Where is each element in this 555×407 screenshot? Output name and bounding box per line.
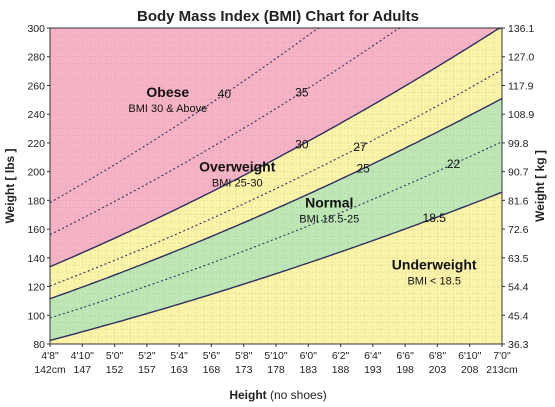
x-tick-label-cm: 198 — [396, 364, 414, 376]
y-tick-label-lbs: 80 — [33, 339, 45, 351]
y-tick-label-kg: 127.0 — [508, 52, 534, 64]
bmi-curve-18.5 — [49, 191, 503, 342]
x-tick-label-ft: 4'8" — [41, 350, 59, 362]
curve-labels: 18.5 22 25 27 30 35 40 — [218, 85, 461, 225]
x-tick-label-cm: 193 — [364, 364, 382, 376]
bmi-curve-30 — [49, 27, 503, 268]
bmi-label-27: 27 — [353, 140, 367, 154]
x-tick-label-ft: 4'10" — [71, 350, 95, 362]
y-tick-label-lbs: 160 — [27, 224, 45, 236]
x-tick-label-ft: 5'0" — [106, 350, 124, 362]
region-obese-fill — [50, 28, 502, 267]
y-tick-label-lbs: 220 — [27, 138, 45, 150]
y-tick-label-kg: 117.9 — [508, 80, 534, 92]
x-tick-label-cm: 178 — [267, 364, 285, 376]
x-axis-label: Height (no shoes) — [229, 388, 326, 402]
x-tick-label-ft: 5'10" — [264, 350, 288, 362]
region-obese-name: Obese — [146, 84, 189, 100]
bmi-label-30: 30 — [295, 138, 309, 152]
x-tick-label-cm: 213cm — [486, 364, 518, 376]
x-axis-label-main: Height — [229, 388, 266, 402]
y-axis-left-label: Weight [ lbs ] — [3, 148, 17, 223]
x-tick-label-cm: 183 — [300, 364, 318, 376]
x-tick-label-ft: 6'6" — [396, 350, 414, 362]
y-tick-label-kg: 36.3 — [508, 339, 529, 351]
y-tick-label-lbs: 300 — [27, 23, 45, 35]
y-tick-label-kg: 90.7 — [508, 167, 529, 179]
x-tick-label-cm: 142cm — [34, 364, 66, 376]
x-tick-label-ft: 6'2" — [332, 350, 350, 362]
y-tick-label-lbs: 260 — [27, 80, 45, 92]
bmi-label-35: 35 — [295, 85, 309, 99]
y-tick-label-kg: 81.6 — [508, 195, 529, 207]
bmi-curve-25 — [49, 97, 503, 300]
x-tick-label-ft: 5'4" — [170, 350, 188, 362]
bmi-label-40: 40 — [218, 87, 232, 101]
x-tick-label-cm: 168 — [203, 364, 221, 376]
y-tick-label-kg: 45.4 — [508, 310, 529, 322]
bmi-label-18.5: 18.5 — [423, 211, 447, 225]
x-tick-label-ft: 6'4" — [364, 350, 382, 362]
x-axis-label-note: (no shoes) — [267, 388, 327, 402]
y-tick-label-kg: 136.1 — [508, 23, 534, 35]
y-tick-label-lbs: 280 — [27, 52, 45, 64]
x-tick-label-ft: 5'2" — [138, 350, 156, 362]
y-tick-label-kg: 63.5 — [508, 253, 529, 265]
y-tick-label-lbs: 240 — [27, 109, 45, 121]
y-tick-label-lbs: 120 — [27, 282, 45, 294]
region-underweight-name: Underweight — [392, 256, 477, 272]
x-tick-label-cm: 203 — [429, 364, 447, 376]
y-tick-label-lbs: 100 — [27, 310, 45, 322]
x-tick-label-cm: 208 — [461, 364, 479, 376]
x-tick-label-cm: 157 — [138, 364, 156, 376]
y-tick-label-lbs: 180 — [27, 195, 45, 207]
plot-area — [50, 28, 502, 344]
y-axis-right-ticks: 36.3 45.4 54.4 63.5 72.6 81.6 90.7 99.8 108.9 117… — [502, 23, 534, 351]
x-tick-label-ft: 7'0" — [493, 350, 511, 362]
region-overweight-name: Overweight — [199, 159, 276, 175]
y-tick-label-kg: 54.4 — [508, 282, 529, 294]
x-tick-label-ft: 5'8" — [235, 350, 253, 362]
region-underweight-range: BMI < 18.5 — [407, 275, 461, 287]
region-overweight-range: BMI 25-30 — [212, 178, 263, 190]
region-normal-range: BMI 18.5-25 — [299, 214, 359, 226]
x-tick-label-cm: 188 — [332, 364, 350, 376]
y-tick-label-kg: 108.9 — [508, 109, 534, 121]
y-axis-left-ticks: 80 100 120 140 160 180 200 220 240 260 280 300 — [27, 23, 50, 351]
region-labels: Obese BMI 30 & Above Overweight BMI 25-30 No… — [128, 84, 477, 287]
x-tick-label-ft: 5'6" — [203, 350, 221, 362]
x-tick-label-cm: 173 — [235, 364, 253, 376]
region-obese-range: BMI 30 & Above — [128, 103, 207, 115]
bmi-label-25: 25 — [356, 162, 370, 176]
y-tick-label-lbs: 140 — [27, 253, 45, 265]
y-axis-right-label: Weight [ kg ] — [533, 150, 547, 222]
x-tick-label-cm: 163 — [170, 364, 188, 376]
x-tick-label-cm: 147 — [74, 364, 92, 376]
x-axis-ticks: 4'8" 142cm 4'10" 147 5'0" 152 5'2" 157 5'4" 163 5'… — [34, 344, 518, 376]
y-tick-label-kg: 99.8 — [508, 138, 529, 150]
x-tick-label-ft: 6'8" — [429, 350, 447, 362]
bmi-curve-27 — [49, 69, 503, 287]
y-tick-label-lbs: 200 — [27, 167, 45, 179]
x-tick-label-cm: 152 — [106, 364, 124, 376]
bmi-label-22: 22 — [447, 157, 461, 171]
x-tick-label-ft: 6'10" — [458, 350, 482, 362]
y-tick-label-kg: 72.6 — [508, 224, 529, 236]
region-normal-name: Normal — [305, 195, 353, 211]
bmi-curve-22 — [49, 141, 503, 319]
x-tick-label-ft: 6'0" — [300, 350, 318, 362]
chart-title: Body Mass Index (BMI) Chart for Adults — [137, 8, 419, 25]
region-normal-fill — [50, 98, 502, 341]
